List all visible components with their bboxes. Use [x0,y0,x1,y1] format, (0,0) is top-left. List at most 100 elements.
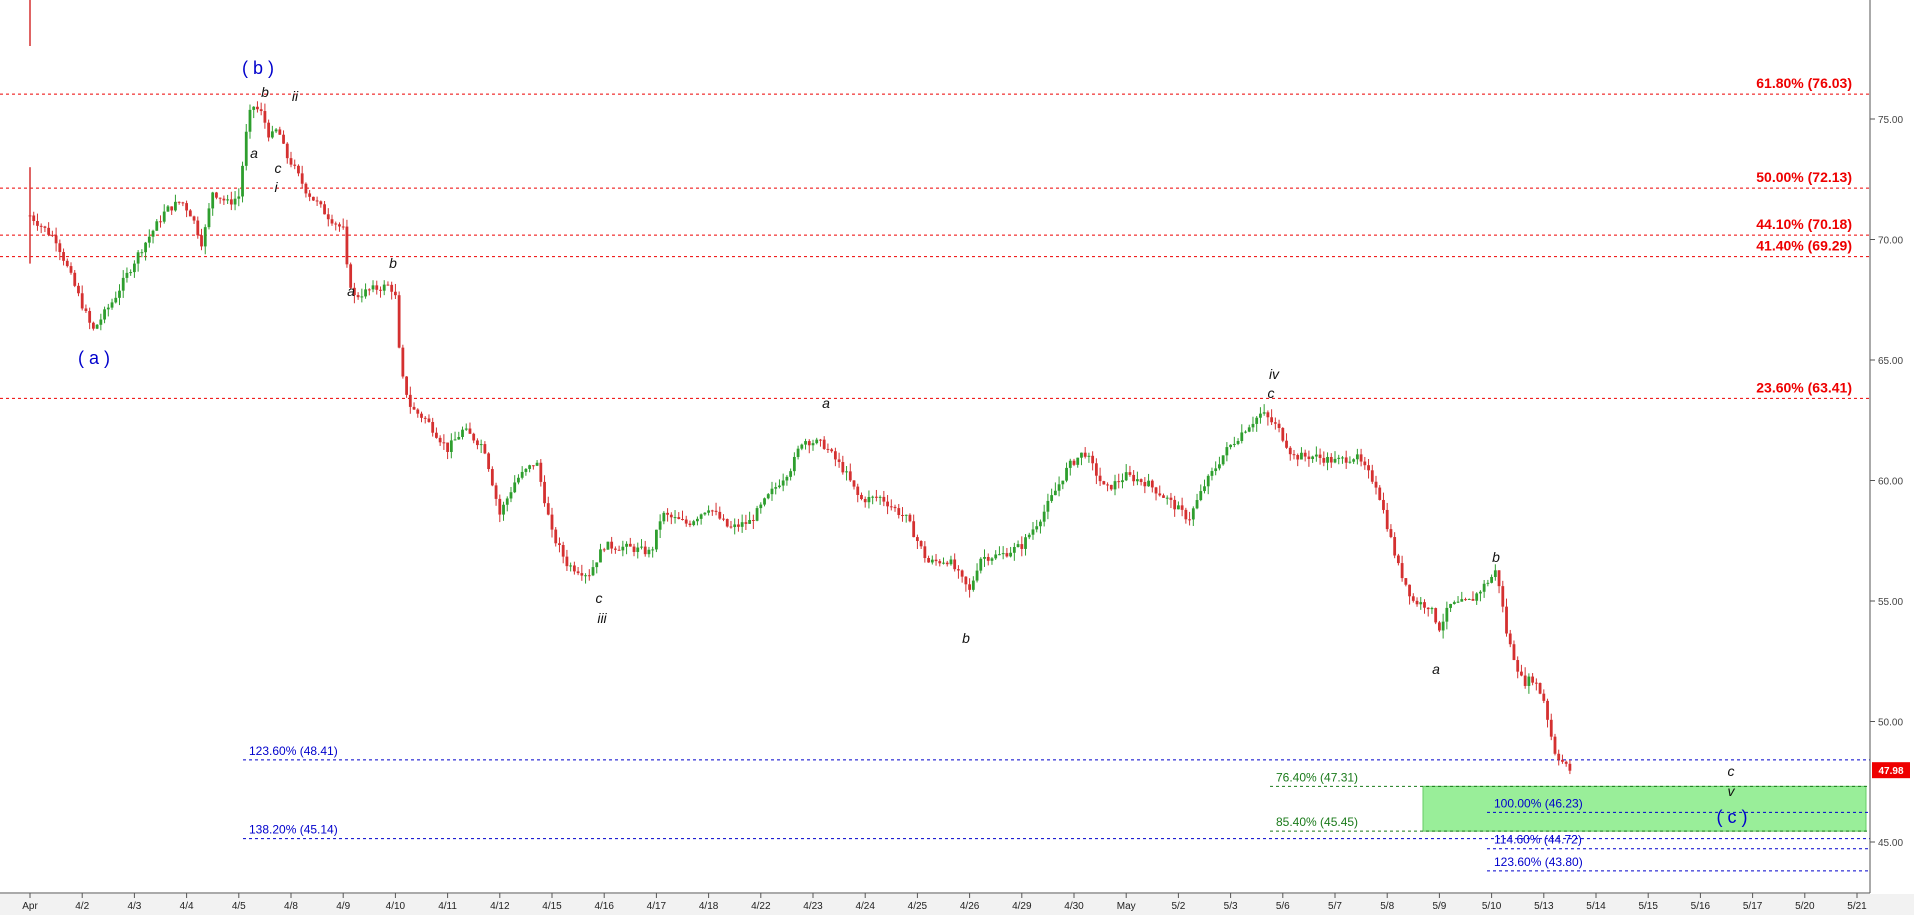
candle-body [647,549,651,555]
candle-body [1505,606,1508,634]
candle-body [207,208,211,228]
candle-body [587,575,591,577]
candle-body [457,437,461,440]
candle-body [520,471,524,478]
x-tick-label: 5/20 [1795,901,1815,912]
candle-body [1012,547,1016,553]
candle-body [837,459,841,463]
candle-body [1542,693,1546,701]
candle-body [1527,676,1531,686]
candle-body [1218,464,1221,469]
wave-label: i [274,179,278,195]
candle-body [878,496,882,498]
target-blue-label: 114.60% (44.72) [1494,833,1582,847]
candle-body [1001,553,1005,555]
candle-body [36,221,39,226]
candle-body [211,192,215,209]
candle-body [196,220,200,236]
wave-label: a [1432,661,1440,677]
retracement-label: 23.60% (63.41) [1756,379,1852,395]
candle-body [1568,763,1572,771]
candle-body [669,514,673,518]
candle-body [595,562,599,568]
candle-body [751,519,755,521]
candle-body [1184,509,1188,520]
x-tick-label: 4/23 [803,901,823,912]
candle-body [841,462,845,473]
candle-body [285,143,289,159]
candle-body [1147,480,1150,487]
candle-body [427,418,431,422]
x-tick-label: 5/15 [1638,901,1658,912]
x-tick-label: 5/9 [1432,901,1446,912]
candle-body [58,243,62,253]
candle-body [830,449,834,452]
candle-body [1277,423,1281,429]
candle-body [524,468,528,472]
candle-body [1344,457,1348,463]
candle-body [1143,481,1147,487]
candle-body [1348,461,1352,463]
retracement-label: 41.40% (69.29) [1756,238,1852,254]
candle-body [1027,534,1031,538]
candle-body [930,559,934,563]
candle-body [91,322,95,329]
candle-body [811,443,815,446]
target-green-label: 85.40% (45.45) [1276,815,1358,829]
x-tick-label: 4/25 [908,901,928,912]
candle-body [528,465,532,469]
candle-body [1203,486,1206,492]
candle-body [983,556,986,559]
candle-body [267,122,271,138]
candle-body [968,584,971,590]
candle-body [759,504,763,509]
candle-body [129,272,133,274]
candle-body [1337,457,1341,459]
x-tick-label: May [1117,901,1136,912]
candle-body [218,197,222,199]
wave-label: v [1728,783,1736,799]
extension-label: 138.20% (45.14) [249,823,338,837]
candle-body [666,512,669,515]
x-tick-label: 4/2 [75,901,89,912]
x-tick-label: 5/3 [1224,901,1238,912]
retracement-label: 44.10% (70.18) [1756,216,1852,232]
x-tick-label: 4/17 [647,901,667,912]
candle-body [1441,621,1445,631]
candle-body [192,216,196,221]
wave-label: b [261,84,269,100]
candle-body [964,576,968,585]
candle-body [546,503,550,515]
candle-body [1561,759,1564,762]
candle-body [1229,444,1232,448]
candle-body [65,260,69,267]
candle-body [673,517,677,519]
x-tick-label: 4/30 [1064,901,1084,912]
candle-body [1270,417,1274,423]
candle-body [476,440,479,446]
candle-body [1423,602,1426,608]
candle-body [144,242,147,253]
candle-body [513,482,517,493]
candle-body [591,567,595,576]
wave-label: b [962,630,970,646]
candle-body [371,285,375,290]
candle-body [1124,472,1128,481]
major-wave-label: ( a ) [78,348,110,368]
candle-body [1128,472,1132,475]
candle-body [1188,519,1191,521]
extension-label: 123.60% (48.41) [249,744,338,758]
candle-body [904,514,908,516]
candle-body [468,428,472,434]
candle-body [1549,719,1553,737]
candle-body [1281,428,1285,441]
candle-body [95,324,99,329]
candle-body [315,200,319,202]
candle-body [1009,552,1013,557]
candle-body [416,409,420,414]
x-tick-label: 5/16 [1691,901,1711,912]
candle-body [856,486,860,495]
candle-body [938,561,942,564]
candle-body [1180,505,1184,510]
